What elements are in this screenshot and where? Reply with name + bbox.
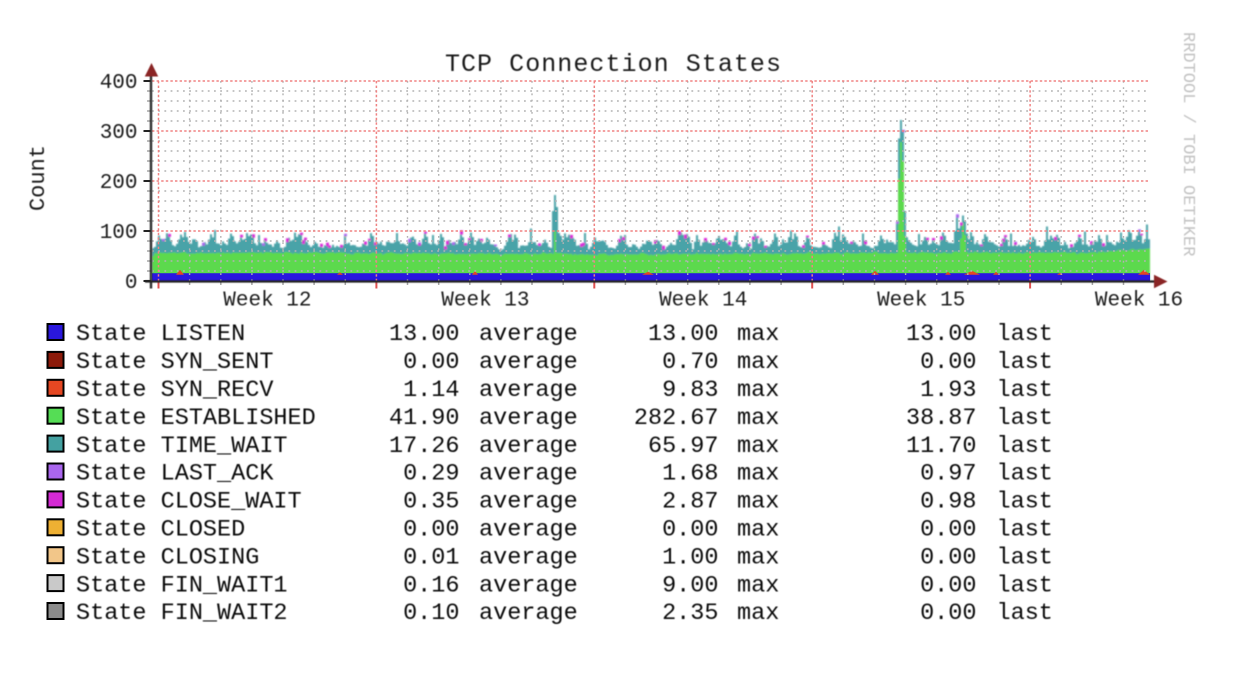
svg-text:2.87: 2.87: [662, 489, 718, 516]
svg-text:last: last: [997, 321, 1053, 348]
svg-text:13.00: 13.00: [648, 321, 719, 348]
svg-text:0.00: 0.00: [403, 517, 459, 544]
svg-text:average: average: [479, 433, 578, 460]
svg-text:0.00: 0.00: [662, 517, 718, 544]
svg-text:0.29: 0.29: [403, 461, 459, 488]
svg-text:9.00: 9.00: [662, 572, 718, 599]
svg-text:TCP Connection States: TCP Connection States: [445, 50, 782, 79]
svg-text:9.83: 9.83: [662, 377, 718, 404]
svg-text:0.10: 0.10: [403, 600, 459, 627]
svg-text:average: average: [479, 461, 578, 488]
svg-text:State TIME_WAIT: State TIME_WAIT: [76, 433, 288, 460]
svg-text:100: 100: [100, 222, 138, 245]
svg-text:max: max: [737, 544, 779, 571]
svg-text:last: last: [997, 600, 1053, 627]
svg-text:State LISTEN: State LISTEN: [76, 321, 245, 348]
svg-text:RRDTOOL / TOBI OETIKER: RRDTOOL / TOBI OETIKER: [1178, 32, 1197, 256]
svg-text:0.00: 0.00: [920, 517, 976, 544]
svg-text:State LAST_ACK: State LAST_ACK: [76, 461, 274, 488]
svg-text:1.00: 1.00: [662, 544, 718, 571]
svg-text:0.97: 0.97: [920, 461, 976, 488]
svg-text:0.16: 0.16: [403, 572, 459, 599]
svg-text:max: max: [737, 321, 779, 348]
svg-text:Week 12: Week 12: [223, 290, 311, 313]
svg-text:11.70: 11.70: [906, 433, 977, 460]
svg-text:last: last: [997, 572, 1053, 599]
svg-text:last: last: [997, 517, 1053, 544]
svg-text:average: average: [479, 517, 578, 544]
svg-text:1.93: 1.93: [920, 377, 976, 404]
svg-text:State CLOSED: State CLOSED: [76, 517, 245, 544]
svg-text:0.70: 0.70: [662, 349, 718, 376]
svg-text:max: max: [737, 572, 779, 599]
svg-text:13.00: 13.00: [906, 321, 977, 348]
svg-text:max: max: [737, 517, 779, 544]
svg-text:0.00: 0.00: [920, 349, 976, 376]
svg-text:Week 13: Week 13: [441, 290, 529, 313]
svg-text:average: average: [479, 544, 578, 571]
svg-text:38.87: 38.87: [906, 405, 977, 432]
svg-text:average: average: [479, 377, 578, 404]
svg-text:State FIN_WAIT2: State FIN_WAIT2: [76, 600, 288, 627]
svg-text:average: average: [479, 405, 578, 432]
svg-text:400: 400: [100, 72, 138, 95]
svg-text:State ESTABLISHED: State ESTABLISHED: [76, 405, 316, 432]
svg-text:0: 0: [125, 272, 138, 295]
svg-text:0.98: 0.98: [920, 489, 976, 516]
svg-text:282.67: 282.67: [634, 405, 719, 432]
svg-text:17.26: 17.26: [389, 433, 460, 460]
svg-text:0.01: 0.01: [403, 544, 459, 571]
svg-text:last: last: [997, 377, 1053, 404]
svg-text:0.35: 0.35: [403, 489, 459, 516]
svg-text:300: 300: [100, 122, 138, 145]
svg-text:0.00: 0.00: [920, 600, 976, 627]
svg-text:State SYN_RECV: State SYN_RECV: [76, 377, 273, 404]
svg-text:13.00: 13.00: [389, 321, 460, 348]
svg-text:last: last: [997, 544, 1053, 571]
svg-text:200: 200: [100, 172, 138, 195]
svg-text:last: last: [997, 405, 1053, 432]
svg-text:State CLOSE_WAIT: State CLOSE_WAIT: [76, 489, 302, 516]
svg-text:average: average: [479, 489, 578, 516]
svg-text:0.00: 0.00: [920, 544, 976, 571]
svg-text:last: last: [997, 489, 1053, 516]
svg-text:Count: Count: [26, 145, 51, 211]
svg-text:max: max: [737, 349, 779, 376]
svg-text:0.00: 0.00: [920, 572, 976, 599]
svg-text:65.97: 65.97: [648, 433, 719, 460]
svg-text:State SYN_SENT: State SYN_SENT: [76, 349, 273, 376]
svg-text:max: max: [737, 600, 779, 627]
svg-text:last: last: [997, 461, 1053, 488]
svg-text:max: max: [737, 405, 779, 432]
svg-text:2.35: 2.35: [662, 600, 718, 627]
svg-text:Week 16: Week 16: [1095, 290, 1183, 313]
svg-text:1.14: 1.14: [403, 377, 459, 404]
svg-text:average: average: [479, 321, 578, 348]
svg-text:Week 15: Week 15: [877, 290, 965, 313]
svg-text:average: average: [479, 349, 578, 376]
svg-text:last: last: [997, 433, 1053, 460]
svg-text:max: max: [737, 489, 779, 516]
svg-text:max: max: [737, 461, 779, 488]
svg-text:max: max: [737, 377, 779, 404]
svg-text:max: max: [737, 433, 779, 460]
svg-text:State FIN_WAIT1: State FIN_WAIT1: [76, 572, 288, 599]
svg-text:Week 14: Week 14: [659, 290, 747, 313]
svg-text:State CLOSING: State CLOSING: [76, 544, 259, 571]
svg-text:last: last: [997, 349, 1053, 376]
svg-text:average: average: [479, 572, 578, 599]
svg-text:0.00: 0.00: [403, 349, 459, 376]
svg-text:41.90: 41.90: [389, 405, 460, 432]
svg-text:average: average: [479, 600, 578, 627]
svg-text:1.68: 1.68: [662, 461, 718, 488]
